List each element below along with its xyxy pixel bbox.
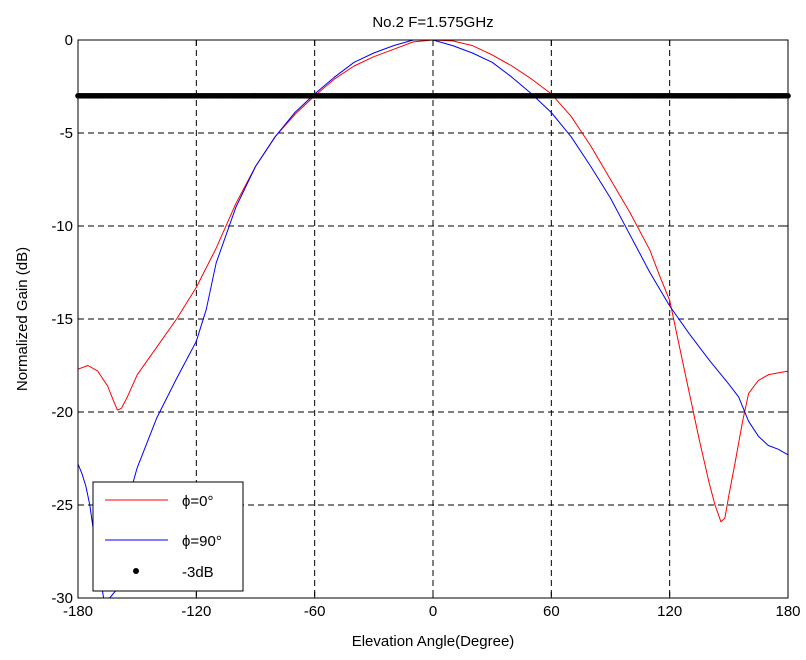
y-tick-label: 0 [65,32,73,49]
y-axis-label: Normalized Gain (dB) [14,247,31,391]
legend-label-phi0: ϕ=0° [182,493,214,510]
x-tick-label: 60 [543,603,560,620]
x-tick-label: -180 [63,603,93,620]
y-tick-label: -25 [51,497,73,514]
x-tick-label: 180 [775,603,800,620]
x-tick-label: 120 [657,603,682,620]
x-axis-label: Elevation Angle(Degree) [352,633,515,650]
legend-label-3db: -3dB [182,564,214,581]
grid-lines [78,40,788,598]
x-tick-label: -60 [304,603,326,620]
y-tick-label: -20 [51,404,73,421]
legend-marker-3db [133,568,139,574]
legend: ϕ=0° ϕ=90° -3dB [92,481,244,592]
chart-title: No.2 F=1.575GHz [372,14,493,31]
y-tick-label: -30 [51,590,73,607]
y-tick-label: -15 [51,311,73,328]
y-tick-label: -5 [60,125,73,142]
x-tick-label: 0 [429,603,437,620]
legend-label-phi90: ϕ=90° [182,533,222,550]
axis-ticks: -180 -120 -60 0 60 120 180 0 -5 -10 -15 -20 -25 -30 [51,32,800,620]
series-markers-2 [75,93,791,99]
series-line-0 [77,39,789,523]
x-tick-label: -120 [181,603,211,620]
y-tick-label: -10 [51,218,73,235]
